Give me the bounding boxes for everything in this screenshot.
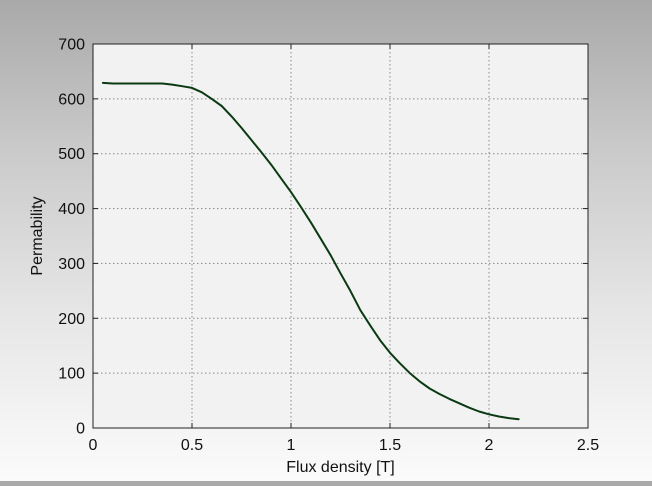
y-tick-label: 500 <box>58 146 85 163</box>
y-tick-label: 200 <box>58 311 85 328</box>
x-tick-label: 1.5 <box>379 437 401 454</box>
x-axis-label: Flux density [T] <box>286 459 394 476</box>
y-tick-label: 700 <box>58 37 85 54</box>
y-tick-label: 400 <box>58 201 85 218</box>
series-line-0 <box>101 81 520 421</box>
tick-labels: 0 0.5 1 1.5 2 2.5 0 100 200 300 400 500 600 700 <box>58 37 599 455</box>
x-tick-label: 0.5 <box>181 437 203 454</box>
x-tick-label: 2.5 <box>577 437 599 454</box>
x-tick-label: 2 <box>485 437 494 454</box>
y-tick-label: 100 <box>58 366 85 383</box>
axes <box>92 43 589 429</box>
x-tick-label: 0 <box>89 437 98 454</box>
y-tick-label: 600 <box>58 91 85 108</box>
plot-frame <box>92 43 589 429</box>
x-tick-label: 1 <box>287 437 296 454</box>
series-layer <box>101 81 520 421</box>
y-tick-label: 0 <box>76 421 85 438</box>
plot-area <box>93 44 588 428</box>
y-axis-label: Permability <box>29 196 46 275</box>
y-tick-label: 300 <box>58 256 85 273</box>
